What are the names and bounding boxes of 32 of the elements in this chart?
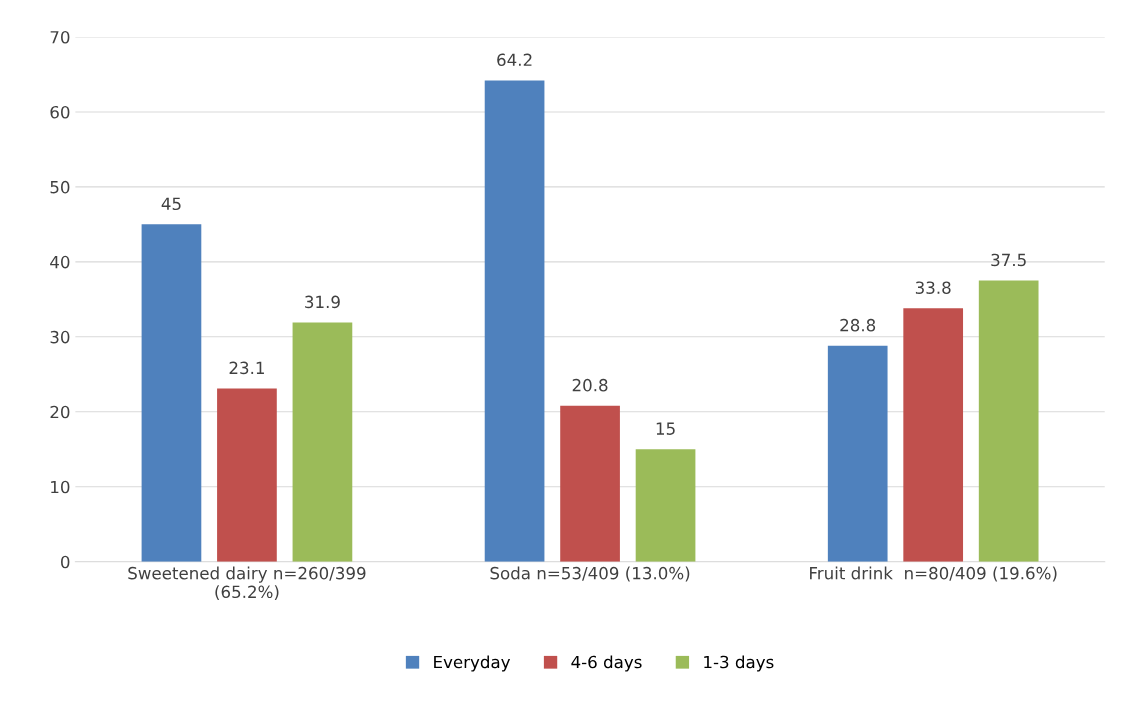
data-label: 45 [161, 197, 181, 211]
data-label: 15 [656, 422, 675, 435]
bar [903, 308, 964, 562]
y-tick-label: 20 [50, 405, 70, 419]
bar [217, 388, 277, 562]
y-tick-label: 50 [50, 180, 70, 194]
data-label: 28.8 [840, 318, 876, 332]
data-label: 37.5 [991, 253, 1026, 267]
bar [978, 280, 1039, 562]
legend-label: 4-6 days [571, 655, 642, 672]
bar [827, 345, 888, 562]
x-tick-label: Fruit drink n=80/409 (19.6%) [810, 566, 1057, 582]
legend-label: 1-3 days [704, 655, 774, 672]
data-label: 64.2 [497, 53, 532, 67]
legend-label: Everyday [434, 655, 511, 672]
bar [292, 322, 353, 562]
y-tick-label: 30 [50, 330, 70, 344]
y-tick-label: 60 [50, 105, 70, 119]
bar [560, 405, 620, 562]
y-tick-label: 40 [50, 255, 70, 269]
bar [484, 80, 545, 562]
x-tick-label: Soda n=53/409 (13.0%) [490, 566, 690, 582]
bar [635, 449, 696, 562]
data-label: 23.1 [229, 361, 264, 375]
data-label: 31.9 [305, 295, 340, 309]
x-tick-label: Sweetened dairy n=260/399 (65.2%) [128, 566, 366, 601]
data-label: 33.8 [915, 281, 951, 294]
data-label: 20.8 [572, 378, 608, 392]
bar [141, 224, 202, 562]
y-tick-label: 10 [51, 480, 70, 494]
y-tick-label: 0 [61, 555, 70, 569]
y-tick-label: 70 [50, 30, 70, 44]
